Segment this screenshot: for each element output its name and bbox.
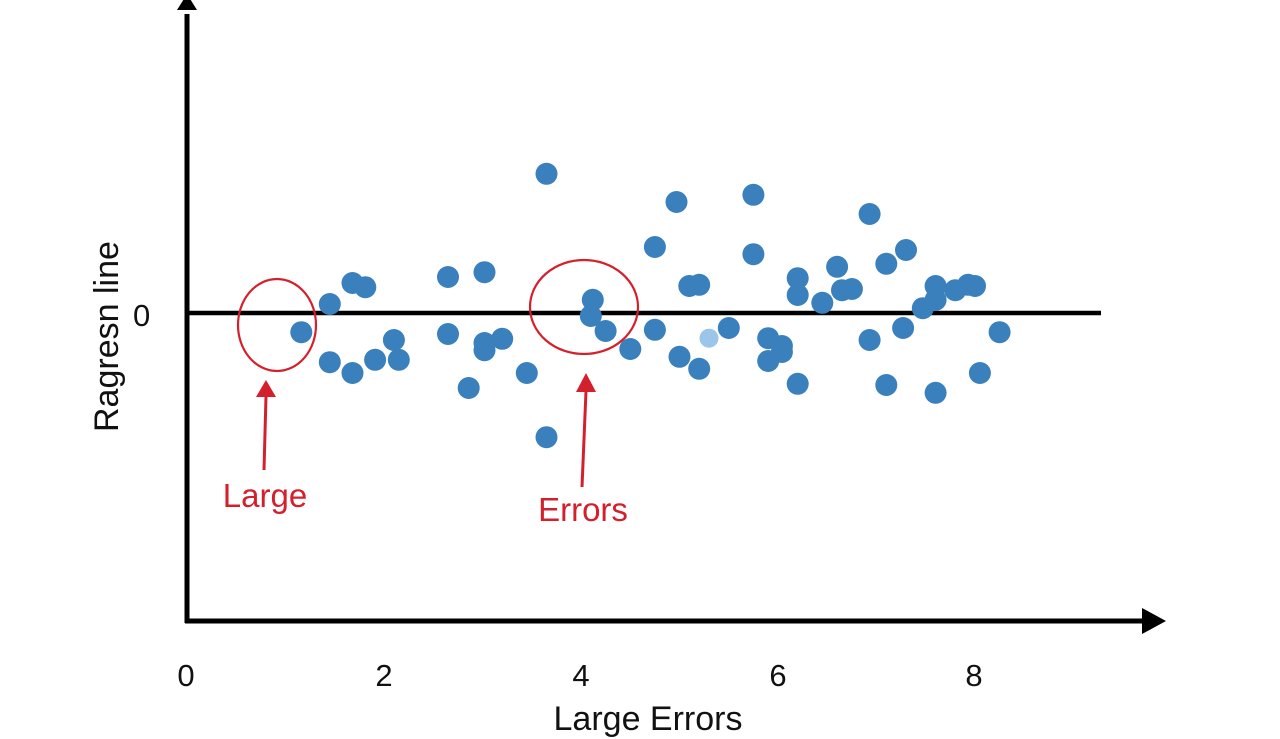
data-point [895,239,917,261]
data-point [964,275,986,297]
data-point [515,362,538,384]
annotation-arrow-large [256,380,276,471]
data-point [535,162,558,185]
data-point [717,317,740,339]
data-point [892,317,915,339]
data-point [668,345,691,368]
scatter-chart [177,0,1166,634]
data-point [290,321,313,344]
data-point [968,362,991,384]
data-point [840,278,863,300]
data-point [875,252,898,275]
data-point [382,329,405,351]
data-point [786,284,809,306]
data-point [786,372,809,395]
data-point [924,288,947,311]
data-point [988,321,1011,344]
arrow-up-icon [576,373,596,392]
data-point [437,323,459,345]
data-point [437,266,459,288]
data-point [341,362,364,384]
y-axis-arrow-icon [177,0,197,10]
data-point [688,357,711,380]
data-point [858,329,881,351]
data-point [699,328,719,348]
data-point [811,291,834,314]
data-point [619,338,642,360]
data-point [643,236,666,258]
data-point [924,381,947,404]
data-point [473,261,496,284]
data-point [491,327,514,350]
data-point [742,243,765,266]
data-point [786,267,809,290]
data-point [473,339,496,362]
data-point [387,348,410,371]
data-point [318,293,341,315]
y-axis [177,0,197,623]
data-point [770,341,793,363]
data-point [742,183,765,206]
annotation-ellipse-errors [528,258,640,356]
data-point [318,351,341,374]
annotation-ellipse-large [236,277,318,373]
data-point [688,273,711,296]
data-point [826,255,849,278]
data-point [457,377,480,399]
data-point [665,191,688,213]
arrow-up-icon [256,380,276,397]
data-point [579,305,602,327]
data-point [643,318,666,341]
data-points [290,162,1011,449]
data-point [535,426,558,449]
x-axis-arrow-icon [1142,608,1166,634]
data-point [875,374,898,396]
data-point [364,348,387,371]
data-point [594,320,617,342]
data-point [581,288,604,311]
x-axis [185,608,1166,634]
annotation-arrow-errors [576,373,596,488]
data-point [858,203,881,225]
data-point [354,276,377,299]
